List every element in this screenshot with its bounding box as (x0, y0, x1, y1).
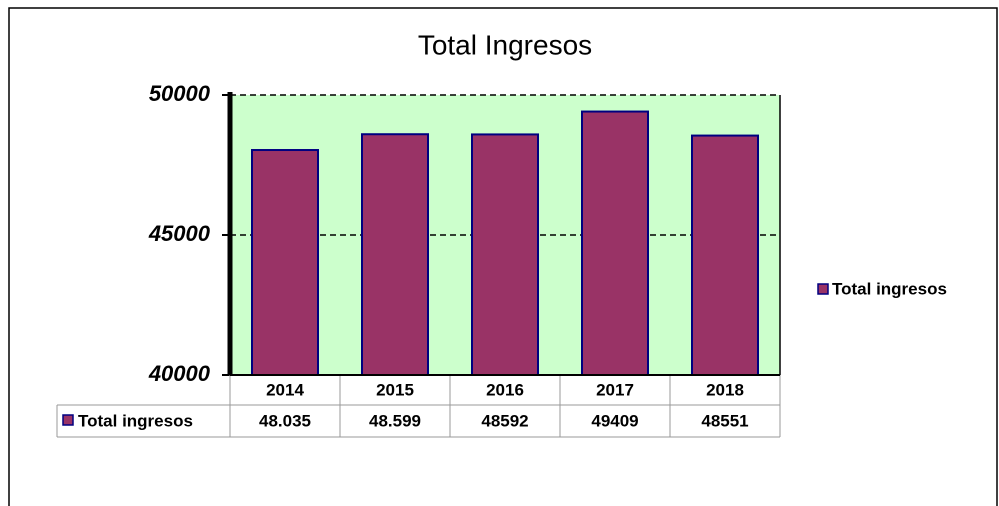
x-tick-label: 2014 (266, 380, 304, 399)
bar (691, 134, 759, 376)
bar (581, 110, 649, 376)
x-tick-label: 2015 (376, 380, 414, 399)
bar (471, 133, 539, 376)
x-tick-label: 2018 (706, 380, 744, 399)
y-tick-label: 40000 (148, 361, 211, 386)
y-tick-label: 45000 (148, 221, 211, 246)
legend-label: Total ingresos (832, 279, 947, 298)
bar (361, 133, 429, 376)
x-tick-label: 2016 (486, 380, 524, 399)
bar (251, 149, 319, 376)
table-value: 48551 (701, 411, 748, 430)
table-value: 48.035 (259, 411, 311, 430)
table-legend-key (62, 414, 74, 426)
table-value: 48592 (481, 411, 528, 430)
legend-key (817, 283, 829, 295)
table-value: 49409 (591, 411, 638, 430)
chart-border (8, 7, 998, 506)
chart-title: Total Ingresos (418, 29, 592, 60)
table-series-name: Total ingresos (78, 411, 193, 430)
table-value: 48.599 (369, 411, 421, 430)
x-tick-label: 2017 (596, 380, 634, 399)
y-tick-label: 50000 (149, 81, 211, 106)
